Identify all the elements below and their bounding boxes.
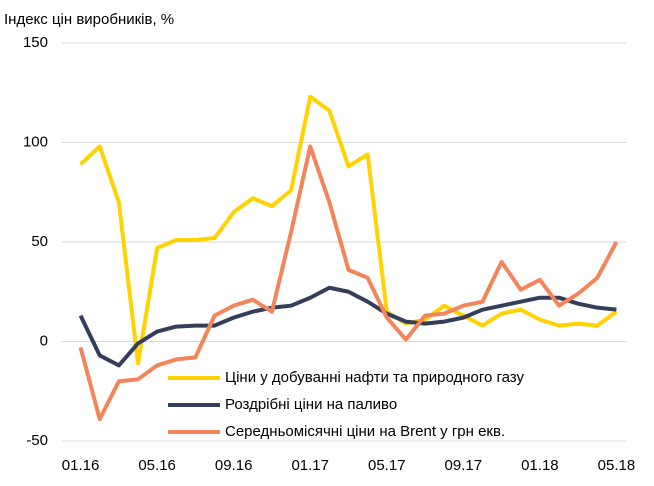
y-tick-label: 50 — [31, 233, 48, 250]
line-series — [78, 285, 617, 368]
line-series — [78, 144, 619, 422]
y-tick-label: 0 — [40, 332, 48, 349]
legend-label: Роздрібні ціни на паливо — [225, 396, 397, 413]
x-tick-label: 01.16 — [62, 457, 100, 474]
x-tick-label: 05.18 — [598, 457, 636, 474]
x-tick-label: 05.17 — [368, 457, 406, 474]
y-tick-label: 100 — [23, 133, 48, 150]
x-tick-label: 09.16 — [215, 457, 253, 474]
chart-title: Індекс цін виробників, % — [4, 11, 174, 28]
x-tick-label: 05.16 — [138, 457, 176, 474]
y-tick-label: -50 — [26, 432, 48, 449]
legend-label: Середньомісячні ціни на Brent у грн екв. — [225, 423, 505, 440]
x-tick-label: 01.18 — [521, 457, 559, 474]
x-tick-label: 01.17 — [291, 457, 329, 474]
legend-label: Ціни у добуванні нафти та природного газ… — [225, 369, 525, 386]
y-tick-label: 150 — [23, 34, 48, 51]
line-series — [79, 94, 618, 366]
x-tick-label: 09.17 — [445, 457, 483, 474]
